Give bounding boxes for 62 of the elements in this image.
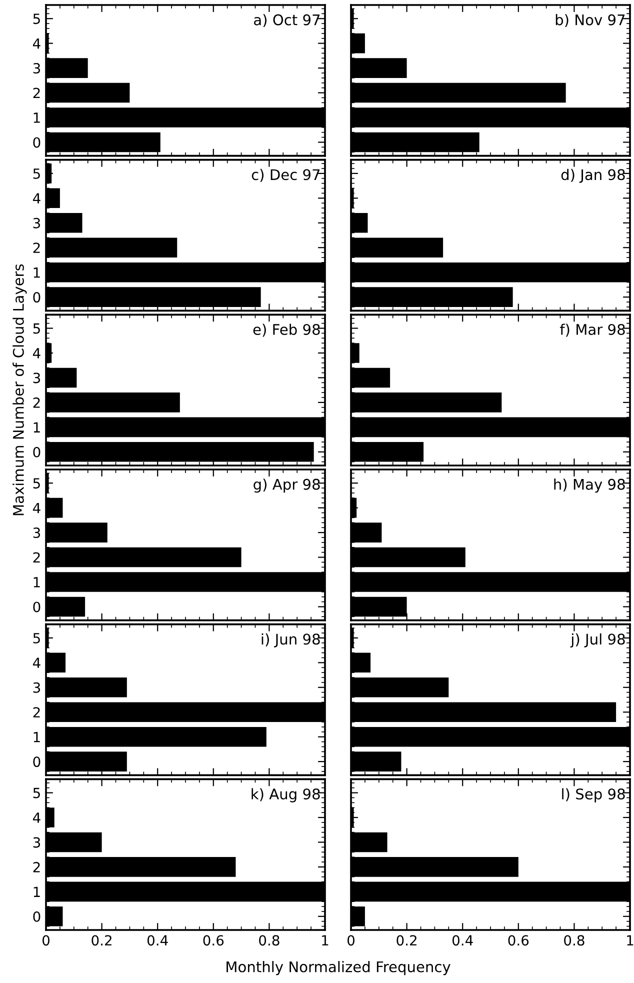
x-tick-label: 0.8: [564, 935, 584, 946]
y-tick-label: 1: [34, 112, 40, 123]
text: a) Oct 97: [254, 14, 320, 28]
y-tick-label: 1: [34, 422, 40, 432]
text: l) Sep 98: [562, 788, 625, 802]
x-tick-label: 0.6: [508, 935, 529, 946]
y-tick-label: 5: [33, 633, 40, 644]
text: d) Jan 98: [561, 168, 625, 183]
y-tick-label: 3: [33, 682, 40, 693]
x-tick-label: 0: [42, 935, 50, 946]
y-tick-label: 2: [33, 552, 40, 563]
x-tick-label: 0: [347, 935, 354, 946]
y-tick-label: 3: [33, 837, 40, 848]
x-tick-label: 0.2: [92, 935, 112, 946]
y-tick-label: 4: [32, 658, 40, 668]
y-tick-label: 1: [34, 732, 40, 742]
x-tick-label: 0.2: [396, 935, 416, 946]
y-tick-label: 0: [33, 292, 40, 303]
y-tick-label: 3: [33, 528, 40, 538]
x-tick-label: 0.8: [259, 935, 280, 946]
y-tick-label: 4: [32, 38, 40, 49]
x-tick-label: 1: [322, 935, 328, 946]
x-tick-label: 0.6: [203, 935, 224, 946]
y-tick-label: 2: [33, 862, 40, 872]
y-tick-label: 3: [33, 218, 40, 228]
x-tick-label: 0.4: [147, 935, 168, 946]
y-tick-label: 5: [33, 323, 40, 334]
y-tick-label: 0: [33, 602, 40, 612]
y-tick-label: 0: [33, 137, 40, 148]
x-tick-label: 1: [627, 935, 634, 946]
y-tick-label: 1: [34, 886, 40, 897]
text: k) Aug 98: [252, 788, 320, 802]
y-tick-label: 2: [33, 242, 40, 253]
text: f) Mar 98: [560, 324, 625, 337]
x-axis-title: Monthly Normalized Frequency: [226, 961, 450, 976]
x-tick-label: 0.4: [452, 935, 473, 946]
y-tick-label: 0: [33, 911, 40, 922]
y-tick-label: 0: [33, 756, 40, 768]
text: i) Jun 98: [262, 633, 320, 648]
y-tick-label: 4: [32, 502, 40, 514]
y-tick-label: 2: [33, 707, 40, 718]
text: c) Dec 97: [252, 168, 320, 182]
y-tick-label: 5: [33, 168, 40, 179]
y-tick-label: 4: [32, 348, 40, 358]
y-tick-label: 5: [33, 788, 40, 798]
y-tick-label: 4: [32, 812, 40, 823]
text: b) Nov 97: [556, 14, 625, 28]
y-tick-label: 3: [33, 372, 40, 384]
y-tick-label: 1: [34, 267, 40, 278]
y-tick-label: 3: [33, 63, 40, 74]
y-tick-label: 1: [34, 577, 40, 588]
y-tick-label: 2: [33, 397, 40, 408]
y-tick-label: 0: [33, 446, 40, 458]
y-tick-label: 4: [32, 193, 40, 204]
y-tick-label: 5: [33, 14, 40, 24]
text: j) Jul 98: [570, 633, 625, 648]
text: e) Feb 98: [253, 324, 320, 337]
text: g) Apr 98: [254, 478, 320, 493]
y-tick-label: 5: [33, 478, 40, 489]
text: h) May 98: [554, 478, 625, 493]
y-tick-label: 2: [33, 88, 40, 98]
y-axis-title: Maximum Number of Cloud Layers: [12, 264, 27, 516]
